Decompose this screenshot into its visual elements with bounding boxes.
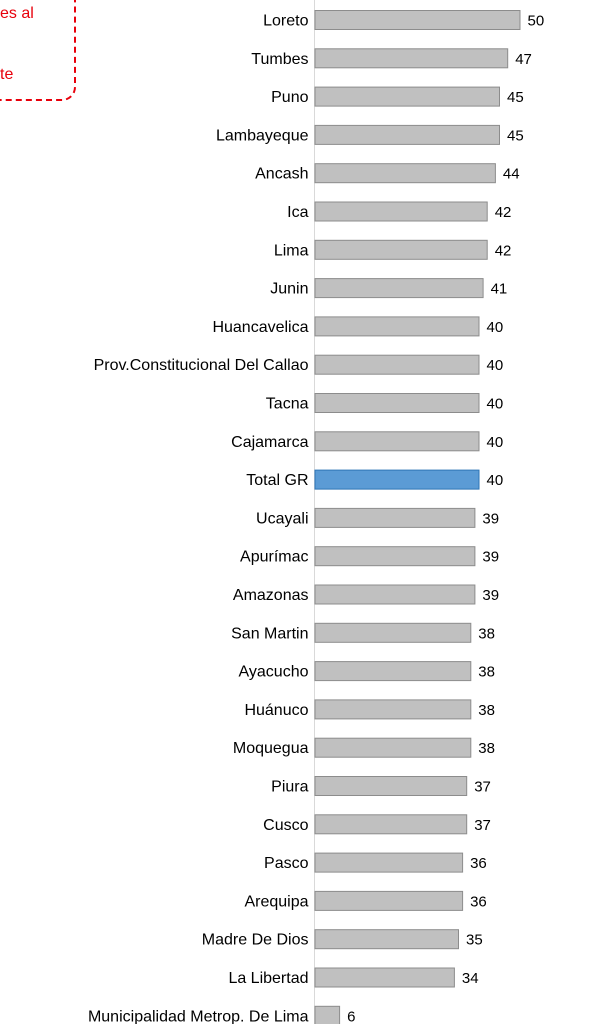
category-label-apurimac: Apurímac bbox=[240, 549, 308, 566]
value-label-junin: 41 bbox=[491, 281, 508, 298]
category-label-total-gr: Total GR bbox=[246, 472, 308, 489]
bar-arequipa bbox=[314, 890, 464, 911]
category-label-puno: Puno bbox=[271, 89, 308, 106]
category-label-lima: Lima bbox=[274, 242, 309, 259]
category-label-moquegua: Moquegua bbox=[233, 740, 309, 757]
bar-amazonas bbox=[314, 584, 476, 605]
callout-box bbox=[0, 0, 76, 101]
value-label-san-martin: 38 bbox=[478, 625, 495, 642]
bar-municipalidad-metrop-de-lima bbox=[314, 1005, 341, 1024]
value-label-amazonas: 39 bbox=[482, 587, 499, 604]
bar-san-martin bbox=[314, 622, 472, 643]
bar-loreto bbox=[314, 10, 521, 30]
value-label-pasco: 36 bbox=[470, 855, 487, 872]
category-label-municipalidad-metrop-de-lima: Municipalidad Metrop. De Lima bbox=[88, 1008, 309, 1024]
category-label-arequipa: Arequipa bbox=[244, 893, 308, 910]
category-label-piura: Piura bbox=[271, 779, 308, 796]
bar-ica bbox=[314, 201, 488, 222]
value-label-huancavelica: 40 bbox=[487, 319, 504, 336]
value-label-madre-de-dios: 35 bbox=[466, 932, 483, 949]
category-label-lambayeque: Lambayeque bbox=[216, 127, 309, 144]
category-label-junin: Junin bbox=[270, 281, 308, 298]
category-label-pasco: Pasco bbox=[264, 855, 309, 872]
bar-cusco bbox=[314, 814, 468, 835]
bar-moquegua bbox=[314, 737, 472, 758]
value-label-huanuco: 38 bbox=[478, 702, 495, 719]
value-label-municipalidad-metrop-de-lima: 6 bbox=[347, 1008, 355, 1024]
bar-ancash bbox=[314, 163, 496, 184]
category-label-cajamarca: Cajamarca bbox=[231, 434, 308, 451]
value-label-prov-constitucional-del-callao: 40 bbox=[487, 357, 504, 374]
value-label-loreto: 50 bbox=[528, 13, 545, 30]
value-label-piura: 37 bbox=[474, 779, 491, 796]
callout-text-line-1: es al bbox=[0, 5, 34, 22]
category-label-huanuco: Huánuco bbox=[244, 702, 308, 719]
bar-lambayeque bbox=[314, 124, 500, 145]
category-label-ucayali: Ucayali bbox=[256, 510, 308, 527]
value-label-apurimac: 39 bbox=[482, 549, 499, 566]
value-label-ucayali: 39 bbox=[482, 510, 499, 527]
value-label-total-gr: 40 bbox=[487, 472, 504, 489]
value-label-la-libertad: 34 bbox=[462, 970, 479, 987]
category-label-ancash: Ancash bbox=[255, 166, 308, 183]
category-label-huancavelica: Huancavelica bbox=[212, 319, 308, 336]
value-label-lambayeque: 45 bbox=[507, 127, 524, 144]
bar-huancavelica bbox=[314, 316, 480, 337]
bar-madre-de-dios bbox=[314, 929, 459, 950]
category-label-amazonas: Amazonas bbox=[233, 587, 309, 604]
bar-total-gr bbox=[314, 469, 480, 490]
category-label-prov-constitucional-del-callao: Prov.Constitucional Del Callao bbox=[94, 357, 309, 374]
value-label-ica: 42 bbox=[495, 204, 512, 221]
bar-prov-constitucional-del-callao bbox=[314, 354, 480, 375]
bar-cajamarca bbox=[314, 431, 480, 452]
bar-apurimac bbox=[314, 546, 476, 567]
category-label-tacna: Tacna bbox=[266, 396, 309, 413]
category-label-loreto: Loreto bbox=[263, 13, 308, 30]
bar-pasco bbox=[314, 852, 464, 873]
value-label-arequipa: 36 bbox=[470, 893, 487, 910]
bar-ucayali bbox=[314, 507, 476, 528]
value-label-ayacucho: 38 bbox=[478, 664, 495, 681]
value-label-cusco: 37 bbox=[474, 817, 491, 834]
category-label-san-martin: San Martin bbox=[231, 625, 308, 642]
value-label-lima: 42 bbox=[495, 242, 512, 259]
bar-piura bbox=[314, 776, 468, 796]
category-label-madre-de-dios: Madre De Dios bbox=[202, 932, 309, 949]
value-label-tumbes: 47 bbox=[515, 51, 532, 68]
bar-tacna bbox=[314, 393, 480, 413]
value-label-puno: 45 bbox=[507, 89, 524, 106]
bar-tumbes bbox=[314, 48, 509, 69]
bar-puno bbox=[314, 86, 500, 107]
bar-lima bbox=[314, 239, 488, 260]
category-label-ica: Ica bbox=[287, 204, 308, 221]
bar-ayacucho bbox=[314, 661, 472, 682]
value-label-cajamarca: 40 bbox=[487, 434, 504, 451]
value-label-tacna: 40 bbox=[487, 396, 504, 413]
callout-text-line-2: te bbox=[0, 66, 14, 83]
category-label-tumbes: Tumbes bbox=[251, 51, 308, 68]
value-label-ancash: 44 bbox=[503, 166, 520, 183]
bar-huanuco bbox=[314, 699, 472, 720]
category-label-ayacucho: Ayacucho bbox=[239, 664, 309, 681]
bar-junin bbox=[314, 278, 484, 299]
category-label-cusco: Cusco bbox=[263, 817, 308, 834]
category-label-la-libertad: La Libertad bbox=[228, 970, 308, 987]
bar-la-libertad bbox=[314, 967, 455, 988]
value-label-moquegua: 38 bbox=[478, 740, 495, 757]
